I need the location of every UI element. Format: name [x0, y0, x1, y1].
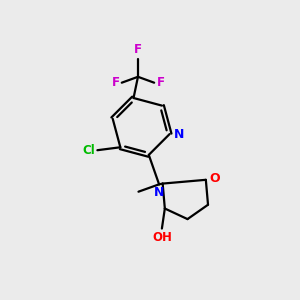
Text: F: F [111, 76, 119, 89]
Text: N: N [173, 128, 184, 141]
Text: O: O [209, 172, 220, 185]
Text: N: N [154, 186, 164, 199]
Text: Cl: Cl [82, 144, 95, 157]
Text: OH: OH [152, 231, 172, 244]
Text: F: F [134, 44, 142, 56]
Text: F: F [157, 76, 164, 89]
